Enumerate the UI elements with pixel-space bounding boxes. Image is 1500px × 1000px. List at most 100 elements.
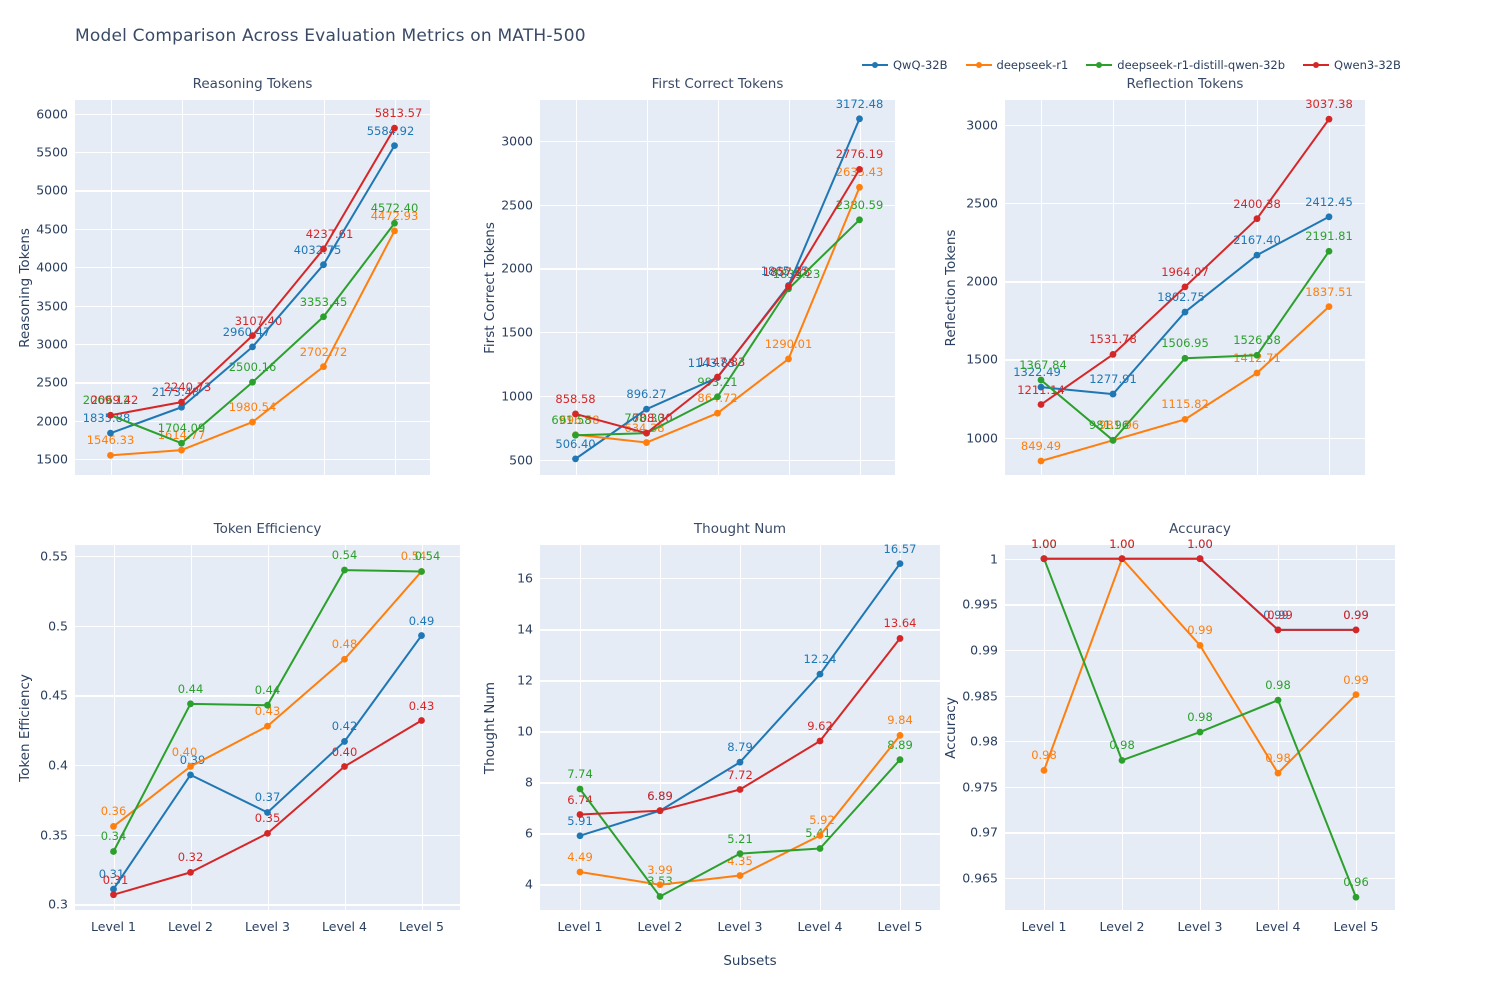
data-point-marker[interactable] <box>1040 766 1048 774</box>
data-point-marker[interactable] <box>341 738 348 745</box>
data-point-marker[interactable] <box>264 829 271 837</box>
data-point-marker[interactable] <box>714 373 721 381</box>
data-point-marker[interactable] <box>187 700 194 708</box>
data-point-marker[interactable] <box>249 343 256 351</box>
data-point-marker[interactable] <box>1253 351 1261 359</box>
data-point-marker[interactable] <box>572 410 579 418</box>
data-point-marker[interactable] <box>572 431 579 439</box>
data-point-marker[interactable] <box>576 785 584 793</box>
data-point-marker[interactable] <box>264 701 271 709</box>
figure-legend[interactable]: QwQ-32B deepseek-r1 deepseek-r1-distill-qw… <box>862 58 1401 72</box>
data-point-marker[interactable] <box>178 403 185 411</box>
data-point-marker[interactable] <box>1037 401 1045 408</box>
data-point-marker[interactable] <box>1325 115 1333 123</box>
data-point-marker[interactable] <box>656 807 664 815</box>
data-point-marker[interactable] <box>107 451 114 459</box>
data-point-marker[interactable] <box>107 429 114 437</box>
data-point-marker[interactable] <box>643 405 650 413</box>
data-point-marker[interactable] <box>714 393 721 401</box>
data-point-marker[interactable] <box>178 439 185 447</box>
data-point-marker[interactable] <box>896 732 904 739</box>
data-point-marker[interactable] <box>896 560 904 568</box>
data-point-marker[interactable] <box>1196 728 1204 736</box>
data-point-marker[interactable] <box>249 378 256 386</box>
data-point-marker[interactable] <box>249 418 256 426</box>
data-point-marker[interactable] <box>187 771 194 779</box>
data-point-marker[interactable] <box>418 632 425 639</box>
data-point-marker[interactable] <box>418 568 425 575</box>
data-point-marker[interactable] <box>391 219 398 227</box>
data-point-marker[interactable] <box>1118 555 1126 563</box>
data-point-marker[interactable] <box>249 332 256 340</box>
data-point-marker[interactable] <box>110 885 117 893</box>
data-point-marker[interactable] <box>178 446 185 454</box>
data-point-marker[interactable] <box>110 823 117 830</box>
data-point-marker[interactable] <box>1352 691 1360 699</box>
data-point-marker[interactable] <box>1325 303 1333 311</box>
data-point-marker[interactable] <box>816 845 824 852</box>
data-point-marker[interactable] <box>736 786 744 793</box>
data-point-marker[interactable] <box>1253 369 1261 377</box>
data-point-marker[interactable] <box>576 868 584 876</box>
data-point-marker[interactable] <box>576 832 584 840</box>
data-point-marker[interactable] <box>656 893 664 900</box>
data-point-marker[interactable] <box>736 872 744 879</box>
data-point-marker[interactable] <box>1352 893 1360 901</box>
data-point-marker[interactable] <box>1181 283 1189 291</box>
data-point-marker[interactable] <box>341 763 348 770</box>
data-point-marker[interactable] <box>896 635 904 642</box>
data-point-marker[interactable] <box>1109 436 1117 444</box>
data-point-marker[interactable] <box>1037 457 1045 465</box>
data-point-marker[interactable] <box>1181 416 1189 423</box>
data-point-marker[interactable] <box>264 722 271 730</box>
data-point-marker[interactable] <box>576 811 584 818</box>
data-point-marker[interactable] <box>736 758 744 766</box>
data-point-marker[interactable] <box>107 411 114 419</box>
data-point-marker[interactable] <box>643 429 650 437</box>
data-point-marker[interactable] <box>391 227 398 235</box>
data-point-marker[interactable] <box>1181 308 1189 316</box>
data-point-marker[interactable] <box>418 717 425 724</box>
data-point-marker[interactable] <box>1253 251 1261 259</box>
data-point-marker[interactable] <box>856 216 863 224</box>
data-point-marker[interactable] <box>391 124 398 132</box>
data-point-marker[interactable] <box>856 115 863 123</box>
data-point-marker[interactable] <box>736 850 744 857</box>
data-point-marker[interactable] <box>1109 351 1117 358</box>
data-point-marker[interactable] <box>785 283 792 290</box>
legend-item-deepseek-r1[interactable]: deepseek-r1 <box>965 58 1068 72</box>
data-point-marker[interactable] <box>856 165 863 173</box>
data-point-marker[interactable] <box>785 355 792 363</box>
data-point-marker[interactable] <box>1274 769 1282 777</box>
data-point-marker[interactable] <box>1274 626 1282 634</box>
data-point-marker[interactable] <box>643 439 650 446</box>
data-point-marker[interactable] <box>896 756 904 764</box>
data-point-marker[interactable] <box>714 409 721 417</box>
data-point-marker[interactable] <box>187 763 194 770</box>
data-point-marker[interactable] <box>1040 555 1048 563</box>
data-point-marker[interactable] <box>341 655 348 663</box>
data-point-marker[interactable] <box>110 848 117 855</box>
data-point-marker[interactable] <box>1325 247 1333 255</box>
data-point-marker[interactable] <box>320 313 327 321</box>
data-point-marker[interactable] <box>1109 390 1117 398</box>
data-point-marker[interactable] <box>1253 215 1261 223</box>
data-point-marker[interactable] <box>572 455 579 463</box>
data-point-marker[interactable] <box>320 261 327 269</box>
data-point-marker[interactable] <box>110 891 117 899</box>
legend-item-qwq-32b[interactable]: QwQ-32B <box>862 58 948 72</box>
data-point-marker[interactable] <box>816 670 824 678</box>
data-point-marker[interactable] <box>320 363 327 371</box>
data-point-marker[interactable] <box>320 245 327 253</box>
data-point-marker[interactable] <box>341 566 348 574</box>
data-point-marker[interactable] <box>1325 213 1333 221</box>
data-point-marker[interactable] <box>1352 626 1360 634</box>
data-point-marker[interactable] <box>391 142 398 150</box>
data-point-marker[interactable] <box>187 868 194 876</box>
data-point-marker[interactable] <box>656 881 664 889</box>
data-point-marker[interactable] <box>856 183 863 191</box>
data-point-marker[interactable] <box>1037 383 1045 391</box>
data-point-marker[interactable] <box>1274 696 1282 704</box>
data-point-marker[interactable] <box>1196 555 1204 563</box>
data-point-marker[interactable] <box>178 398 185 406</box>
